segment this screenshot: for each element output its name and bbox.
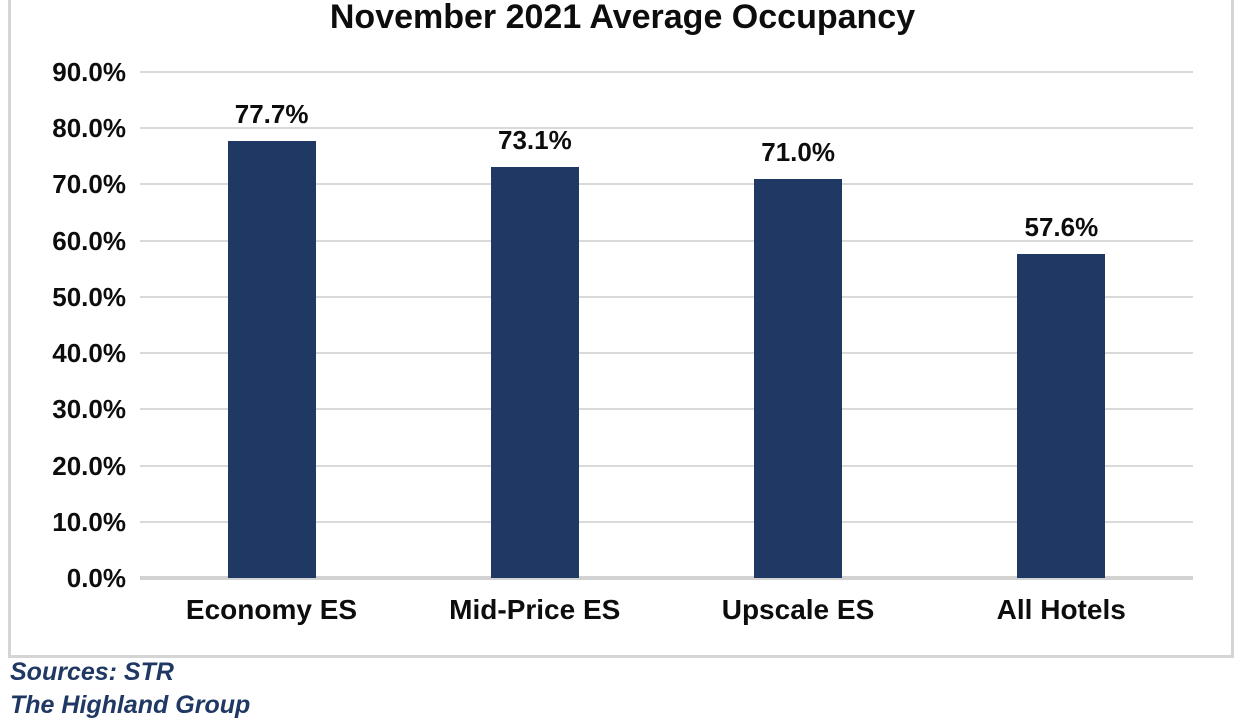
- x-axis-category-label: All Hotels: [996, 594, 1126, 625]
- gridline: [140, 239, 1193, 242]
- y-axis-tick-label: 30.0%: [52, 394, 126, 425]
- plot-area: [140, 71, 1193, 580]
- y-axis-tick-label: 20.0%: [52, 450, 126, 481]
- gridline: [140, 127, 1193, 130]
- gridline: [140, 295, 1193, 298]
- bar-value-label: 57.6%: [1024, 212, 1099, 243]
- x-axis-category-label: Economy ES: [185, 594, 358, 625]
- y-axis-tick-label: 90.0%: [52, 57, 126, 87]
- bar: [490, 167, 579, 578]
- y-axis-tick-label: 0.0%: [66, 563, 126, 593]
- gridline: [140, 408, 1193, 411]
- sources-line-2: The Highland Group: [10, 691, 251, 719]
- chart-title: November 2021 Average Occupancy: [329, 0, 916, 36]
- x-axis-line: [140, 576, 1193, 580]
- bar: [1017, 254, 1106, 578]
- bar-value-label: 77.7%: [234, 99, 309, 130]
- bar: [227, 141, 316, 578]
- bar: [754, 178, 843, 578]
- y-axis-tick-label: 80.0%: [52, 113, 126, 144]
- chart-footer: Sources: STR The Highland Group: [10, 656, 250, 722]
- gridline: [140, 71, 1193, 73]
- y-axis-tick-label: 10.0%: [52, 506, 126, 537]
- x-axis-category-label: Upscale ES: [721, 594, 875, 625]
- y-axis-tick-label: 40.0%: [52, 338, 126, 369]
- y-axis-tick-label: 60.0%: [52, 225, 126, 256]
- y-axis-tick-label: 70.0%: [52, 169, 126, 200]
- gridline: [140, 352, 1193, 355]
- bar-value-label: 73.1%: [498, 125, 572, 155]
- y-axis-tick-label: 50.0%: [52, 281, 126, 312]
- gridline: [140, 183, 1193, 186]
- gridline: [140, 464, 1193, 467]
- sources-line-1: Sources: STR: [10, 658, 174, 686]
- bar-value-label: 71.0%: [761, 136, 835, 167]
- gridline: [140, 520, 1193, 523]
- x-axis-category-label: Mid-Price ES: [449, 594, 621, 625]
